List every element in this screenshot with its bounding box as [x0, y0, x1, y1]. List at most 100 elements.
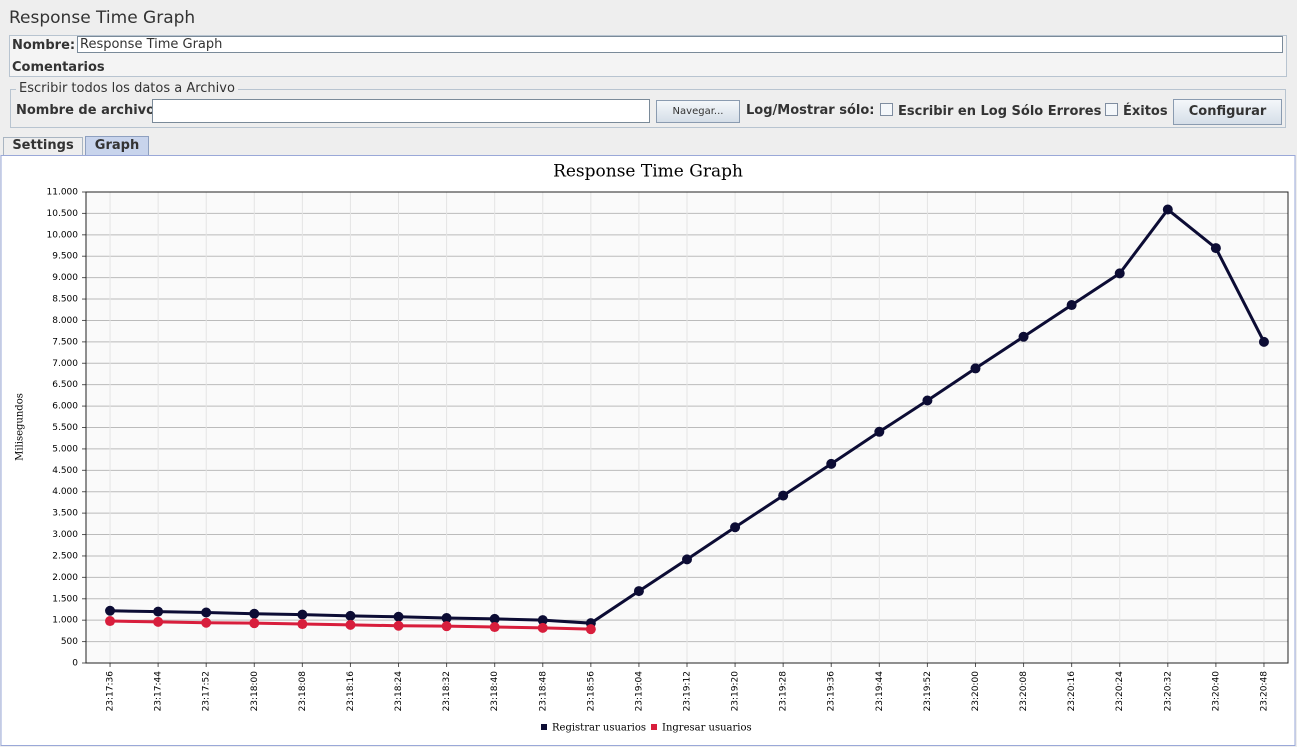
x-tick-label: 23:19:36: [827, 671, 837, 712]
x-tick-label: 23:18:08: [298, 671, 308, 712]
y-tick-label: 6.000: [52, 402, 78, 412]
y-tick-label: 9.000: [52, 273, 78, 283]
data-point: [345, 619, 356, 630]
data-point: [441, 613, 452, 624]
y-tick-label: 8.500: [52, 295, 78, 305]
y-tick-label: 4.000: [52, 487, 78, 497]
y-tick-label: 0: [72, 659, 78, 669]
y-tick-label: 6.500: [52, 380, 78, 390]
x-tick-label: 23:17:44: [154, 671, 164, 712]
x-tick-label: 23:19:04: [634, 671, 644, 712]
x-tick-label: 23:20:48: [1259, 671, 1269, 712]
x-tick-label: 23:20:40: [1211, 671, 1221, 712]
success-label: Éxitos: [1123, 104, 1168, 119]
x-tick-label: 23:18:16: [346, 671, 356, 712]
x-tick-label: 23:18:32: [442, 671, 452, 711]
y-tick-label: 11.000: [47, 188, 79, 198]
data-point: [345, 610, 356, 621]
data-point: [249, 618, 260, 629]
x-tick-label: 23:19:20: [731, 671, 741, 712]
y-tick-label: 10.000: [47, 230, 79, 240]
data-point: [441, 621, 452, 632]
legend-label: Ingresar usuarios: [662, 723, 752, 734]
errors-checkbox[interactable]: Escribir en Log Sólo Errores: [880, 103, 1101, 119]
filename-input[interactable]: [152, 99, 650, 123]
legend-label: Registrar usuarios: [552, 723, 646, 734]
log-label: Log/Mostrar sólo:: [746, 103, 875, 118]
y-tick-label: 10.500: [47, 209, 79, 219]
x-tick-label: 23:19:28: [779, 671, 789, 712]
y-tick-label: 3.500: [52, 509, 78, 519]
y-tick-label: 2.500: [52, 551, 78, 561]
data-point: [922, 395, 933, 406]
success-checkbox[interactable]: Éxitos: [1105, 103, 1168, 119]
data-point: [489, 613, 500, 624]
data-point: [105, 605, 116, 616]
chart-title: Response Time Graph: [553, 162, 743, 182]
y-tick-label: 1.000: [52, 616, 78, 626]
y-tick-label: 7.500: [52, 337, 78, 347]
data-point: [105, 616, 116, 627]
x-tick-label: 23:20:32: [1163, 671, 1173, 711]
data-point: [1210, 243, 1221, 254]
x-tick-label: 23:18:00: [250, 671, 260, 712]
x-tick-label: 23:18:56: [586, 671, 596, 712]
data-point: [1258, 336, 1269, 347]
legend-swatch: [651, 724, 657, 730]
y-tick-label: 5.500: [52, 423, 78, 433]
configure-button[interactable]: Configurar: [1173, 99, 1282, 125]
x-tick-label: 23:19:44: [875, 671, 885, 712]
data-point: [826, 458, 837, 469]
name-label: Nombre:: [12, 38, 76, 53]
data-point: [633, 586, 644, 597]
plot-border: [85, 191, 1289, 664]
y-tick-label: 1.500: [52, 594, 78, 604]
y-tick-label: 2.000: [52, 573, 78, 583]
data-point: [153, 606, 164, 617]
data-point: [970, 363, 981, 374]
data-point: [297, 609, 308, 620]
file-group-title: Escribir todos los datos a Archivo: [16, 81, 238, 96]
data-point: [1162, 204, 1173, 215]
tab-graph[interactable]: Graph: [85, 136, 149, 156]
data-point: [153, 616, 164, 627]
data-point: [489, 622, 500, 633]
y-tick-label: 500: [61, 637, 78, 647]
x-tick-label: 23:18:24: [394, 671, 404, 712]
data-point: [393, 611, 404, 622]
data-point: [393, 620, 404, 631]
y-axis-label: Milisegundos: [15, 393, 26, 461]
y-tick-label: 4.500: [52, 466, 78, 476]
errors-label: Escribir en Log Sólo Errores: [898, 104, 1102, 119]
x-tick-label: 23:20:16: [1067, 671, 1077, 712]
y-tick-label: 3.000: [52, 530, 78, 540]
browse-button[interactable]: Navegar...: [656, 100, 740, 123]
data-point: [297, 619, 308, 630]
data-point: [1018, 331, 1029, 342]
x-tick-label: 23:20:08: [1019, 671, 1029, 712]
page-title: Response Time Graph: [9, 8, 196, 28]
x-tick-label: 23:20:24: [1115, 671, 1125, 712]
data-point: [874, 426, 885, 437]
tab-settings[interactable]: Settings: [3, 137, 83, 155]
filename-label: Nombre de archivo: [16, 103, 156, 118]
data-point: [1066, 300, 1077, 311]
y-tick-label: 9.500: [52, 252, 78, 262]
y-tick-label: 5.000: [52, 444, 78, 454]
data-point: [249, 608, 260, 619]
data-point: [201, 617, 212, 628]
file-group: [10, 89, 1286, 128]
data-point: [201, 607, 212, 618]
data-point: [682, 554, 692, 565]
name-input[interactable]: Response Time Graph: [77, 36, 1283, 53]
x-tick-label: 23:20:00: [971, 671, 981, 712]
data-point: [585, 624, 596, 635]
x-tick-label: 23:18:40: [490, 671, 500, 712]
x-tick-label: 23:18:48: [538, 671, 548, 712]
x-tick-label: 23:17:52: [202, 671, 212, 711]
x-tick-label: 23:19:52: [923, 671, 933, 711]
x-tick-label: 23:19:12: [683, 671, 693, 711]
comments-label: Comentarios: [12, 60, 105, 75]
data-point: [730, 522, 741, 533]
